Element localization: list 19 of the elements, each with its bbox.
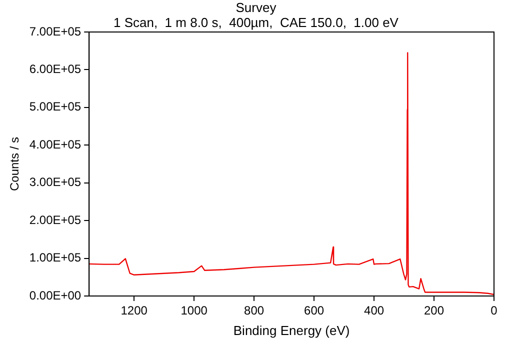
x-tick-label: 1200	[120, 304, 148, 318]
y-tick-label: 0.00E+00	[29, 288, 82, 302]
y-tick-label: 1.00E+05	[29, 250, 82, 265]
x-tick-label: 200	[424, 304, 444, 318]
y-tick-label: 3.00E+05	[29, 175, 82, 190]
chart-subtitle: 1 Scan, 1 m 8.0 s, 400µm, CAE 150.0, 1.00 eV	[114, 15, 398, 30]
y-tick-label: 2.00E+05	[29, 212, 82, 227]
y-tick-label: 7.00E+05	[29, 24, 82, 38]
y-tick-label: 4.00E+05	[29, 137, 82, 152]
y-axis-title: Counts / s	[8, 136, 22, 192]
y-tick-label: 5.00E+05	[29, 100, 82, 114]
x-tick-label: 400	[364, 304, 384, 318]
x-axis-title: Binding Energy (eV)	[233, 322, 350, 338]
x-tick-label: 1000	[180, 304, 208, 318]
x-tick-label: 800	[244, 304, 264, 318]
y-tick-label: 6.00E+05	[29, 62, 82, 76]
x-tick-label: 600	[304, 304, 324, 318]
x-tick-label: 0	[490, 304, 498, 318]
chart-title: Survey	[234, 0, 278, 15]
